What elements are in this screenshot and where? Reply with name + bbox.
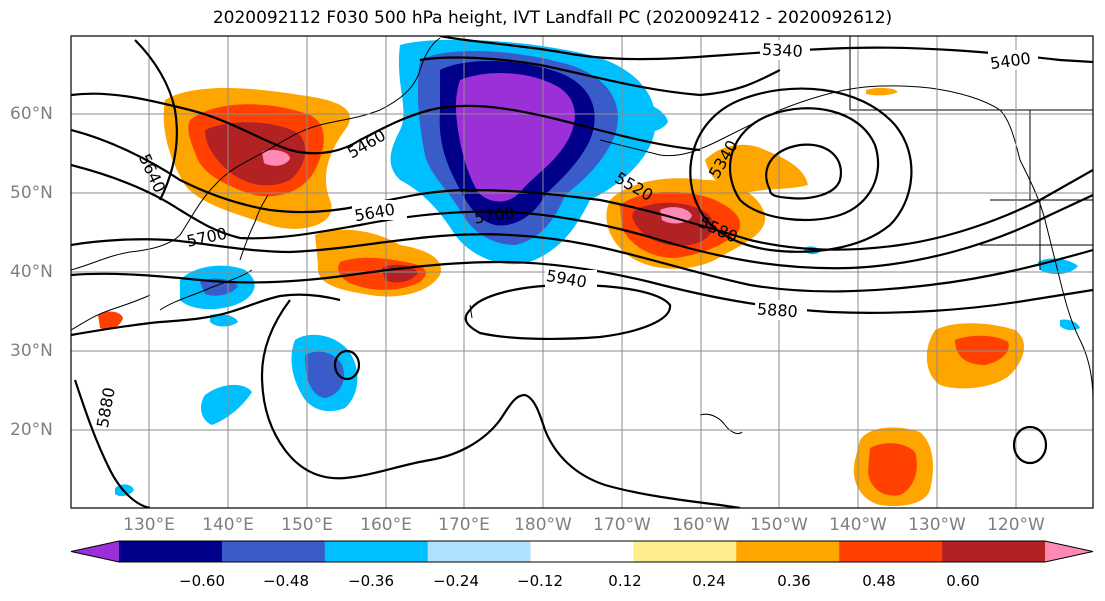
lon-tick-label: 140°E <box>202 515 254 535</box>
lat-tick-label: 50°N <box>10 183 53 203</box>
colorbar-tick-label: 0.36 <box>777 572 811 590</box>
colorbar-segment <box>427 541 532 562</box>
colorbar <box>70 540 1094 563</box>
lon-tick-label: 160°W <box>672 515 730 535</box>
map-title: 2020092112 F030 500 hPa height, IVT Land… <box>212 8 893 28</box>
map-area: 5340 5400 5460 5340 5640 5640 5700 5700 … <box>71 36 1093 508</box>
colorbar-segment <box>633 541 737 562</box>
lon-tick-label: 130°W <box>908 515 966 535</box>
contour-label: 5880 <box>756 299 798 321</box>
lon-tick-label: 150°W <box>750 515 808 535</box>
colorbar-segment <box>530 541 634 562</box>
colorbar-tick-label: −0.60 <box>179 572 225 590</box>
lat-tick-label: 60°N <box>10 104 53 124</box>
height-contours <box>71 36 1093 508</box>
lon-tick-label: 160°E <box>360 515 412 535</box>
map-frame <box>70 35 1094 509</box>
lat-tick-label: 30°N <box>10 341 53 361</box>
colorbar-tick-label: −0.12 <box>517 572 563 590</box>
lon-tick-label: 180°W <box>514 515 572 535</box>
colorbar-segment <box>324 541 429 562</box>
colorbar-tick-label: 0.48 <box>862 572 896 590</box>
colorbar-tick-label: 0.12 <box>608 572 642 590</box>
colorbar-tick-label: 0.24 <box>692 572 726 590</box>
ivt-positive-shading <box>98 87 1025 507</box>
colorbar-segment <box>119 541 223 562</box>
lon-tick-label: 170°E <box>438 515 490 535</box>
colorbar-tick-label: 0.60 <box>946 572 980 590</box>
colorbar-tick-label: −0.36 <box>348 572 394 590</box>
colorbar-outline <box>70 540 1094 563</box>
colorbar-segment <box>839 541 943 562</box>
colorbar-segment <box>736 541 840 562</box>
colorbar-segment <box>942 541 1046 562</box>
lon-tick-label: 170°W <box>593 515 651 535</box>
lon-tick-label: 130°E <box>123 515 175 535</box>
lat-tick-label: 20°N <box>10 420 53 440</box>
colorbar-extend-min <box>71 541 119 562</box>
colorbar-tick-label: −0.48 <box>263 572 309 590</box>
lon-tick-label: 140°W <box>829 515 887 535</box>
colorbar-extend-max <box>1045 541 1093 562</box>
lon-tick-label: 120°W <box>987 515 1045 535</box>
colorbar-tick-label: −0.24 <box>433 572 479 590</box>
lat-tick-label: 40°N <box>10 262 53 282</box>
contour-label: 5340 <box>762 40 804 61</box>
lon-tick-label: 150°E <box>281 515 333 535</box>
colorbar-segment <box>221 541 326 562</box>
graticule <box>71 36 1093 508</box>
